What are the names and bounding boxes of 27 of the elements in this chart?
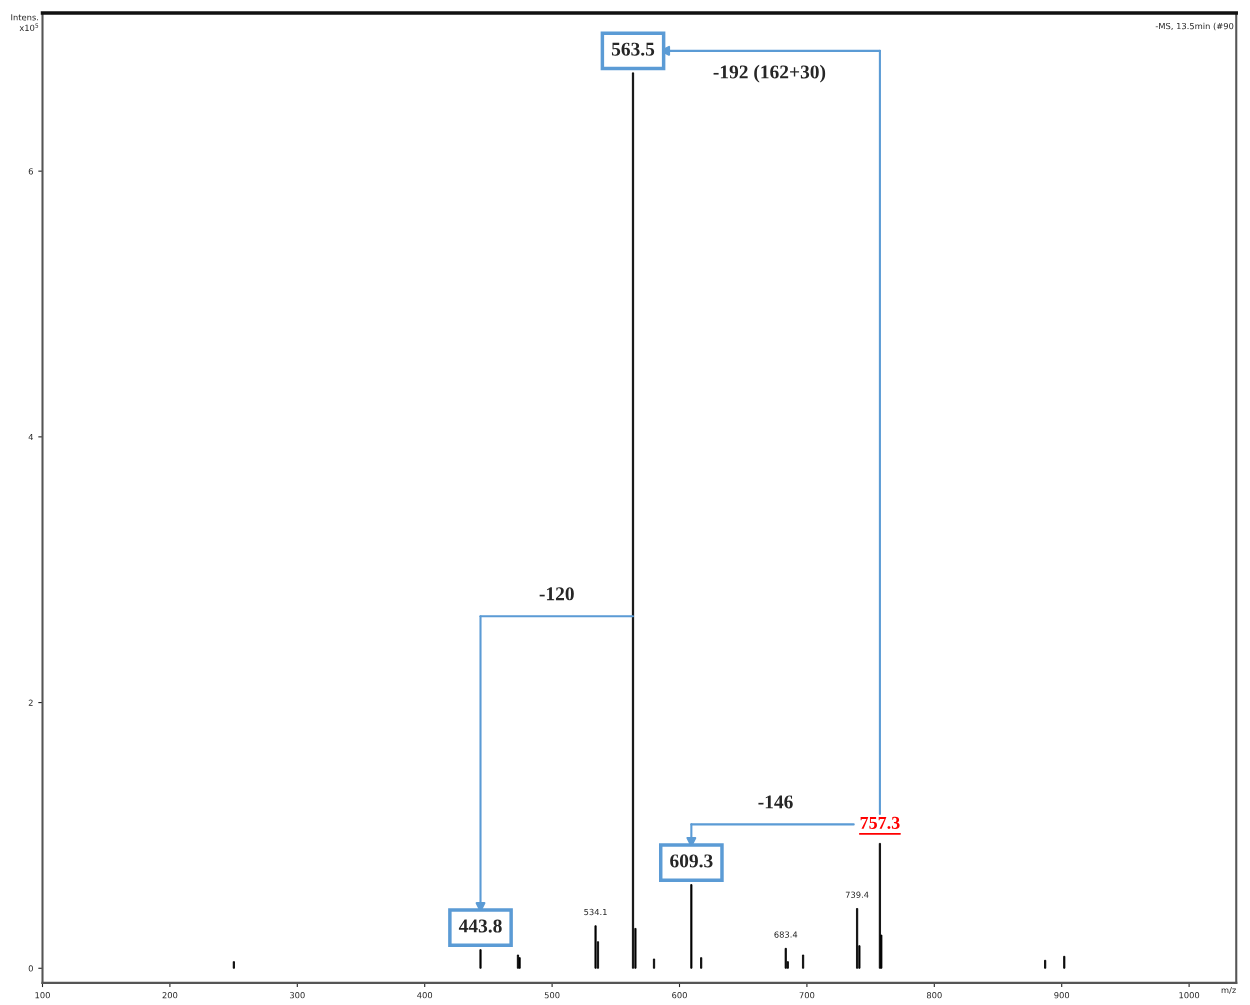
x-tick-label: 200 <box>162 992 178 999</box>
x-tick-label: 600 <box>672 992 687 999</box>
x-tick-label: 400 <box>417 992 433 999</box>
annotation: -120 <box>539 587 574 601</box>
annotation: -MS, 13.5min (#90 <box>1155 22 1234 31</box>
annotation: -192 (162+30) <box>713 64 826 83</box>
x-tick-label: 700 <box>799 992 815 999</box>
x-tick-label: 100 <box>35 992 50 999</box>
annotation: 443.8 <box>458 919 502 933</box>
annotation: -146 <box>758 795 793 809</box>
annotation: 683.4 <box>774 931 798 938</box>
annotation: 563.5 <box>611 42 655 56</box>
x-tick-label: 900 <box>1054 992 1070 999</box>
y-tick-label: 2 <box>28 699 33 706</box>
x-tick-label: 1000 <box>1179 992 1200 999</box>
y-axis-title: Intens. x10$^{5}$ <box>11 14 39 32</box>
x-tick-label: 300 <box>289 992 305 999</box>
x-tick-label: 500 <box>544 992 560 999</box>
annotation: 739.4 <box>845 891 869 898</box>
x-tick-label: 800 <box>926 992 942 999</box>
y-tick-label: 4 <box>28 433 33 441</box>
y-tick-label: 6 <box>28 168 33 175</box>
x-axis-title: m/z <box>1221 987 1236 994</box>
annotation: 757.3 <box>860 816 900 829</box>
y-tick-label: 0 <box>28 965 33 972</box>
annotation: 534.1 <box>584 908 607 916</box>
annotation: 609.3 <box>670 854 713 868</box>
